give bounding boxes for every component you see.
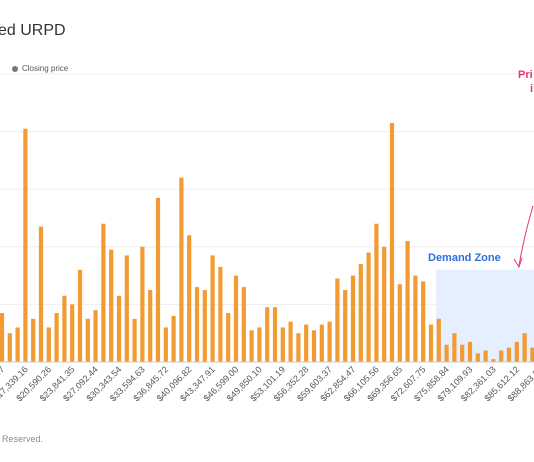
bar xyxy=(226,313,231,362)
bar xyxy=(218,266,223,362)
bar xyxy=(506,347,512,362)
bar xyxy=(296,333,301,362)
bar xyxy=(460,344,465,362)
legend[interactable]: Closing price xyxy=(12,64,68,73)
bar xyxy=(514,341,519,362)
bar xyxy=(436,318,441,362)
bar xyxy=(358,264,363,362)
bar xyxy=(397,284,402,362)
demand-zone-label: Demand Zone xyxy=(428,252,501,264)
bar xyxy=(116,295,122,362)
bar xyxy=(31,318,36,362)
legend-label: Closing price xyxy=(22,64,69,73)
bar xyxy=(15,327,20,362)
bar xyxy=(374,223,379,362)
bar xyxy=(7,333,12,362)
bar xyxy=(241,287,246,362)
bar xyxy=(452,333,457,362)
bar xyxy=(257,327,262,362)
bar xyxy=(249,330,254,362)
bar xyxy=(194,287,200,362)
bar xyxy=(272,307,278,362)
bar xyxy=(132,318,137,362)
legend-marker xyxy=(12,65,18,72)
bar xyxy=(428,324,434,362)
bar xyxy=(70,304,75,362)
bar xyxy=(522,333,527,362)
demand-zone-band xyxy=(435,269,534,362)
bar xyxy=(210,255,215,362)
bar xyxy=(140,246,145,362)
bar xyxy=(187,235,192,362)
bar xyxy=(171,315,176,362)
bar xyxy=(148,290,153,362)
bar xyxy=(288,321,293,362)
chart-title: ed URPD xyxy=(0,22,66,39)
copyright-footer: Reserved. xyxy=(2,434,44,444)
bar xyxy=(101,223,106,362)
bar xyxy=(304,324,309,362)
bar xyxy=(85,318,90,362)
bar xyxy=(280,327,285,362)
bar xyxy=(444,344,449,362)
bar xyxy=(327,321,332,362)
bar xyxy=(109,249,114,362)
price-note-line2: i xyxy=(530,83,533,95)
bar xyxy=(389,122,395,363)
bar xyxy=(93,310,98,362)
bar xyxy=(124,255,129,362)
bar xyxy=(62,295,67,362)
bar xyxy=(343,290,348,362)
bar xyxy=(475,353,480,362)
bar xyxy=(467,341,473,362)
bar xyxy=(413,275,418,362)
note-arrow-line xyxy=(518,205,534,267)
bar xyxy=(233,275,239,362)
bar xyxy=(163,327,168,362)
bar xyxy=(77,269,83,362)
bar xyxy=(202,290,207,362)
bar xyxy=(54,313,59,362)
bar xyxy=(265,307,270,362)
note-arrow-head xyxy=(513,257,523,269)
bar xyxy=(382,246,387,362)
bar xyxy=(311,330,317,362)
bar xyxy=(483,350,488,362)
bar xyxy=(366,252,371,362)
bar xyxy=(335,278,340,362)
bar xyxy=(155,197,161,362)
bar xyxy=(46,327,51,362)
price-note-line1: Pri xyxy=(518,69,533,81)
bar xyxy=(179,177,184,362)
bar xyxy=(319,324,324,362)
bar xyxy=(491,359,496,362)
bar xyxy=(23,128,28,362)
bar xyxy=(405,241,410,362)
bar xyxy=(0,313,5,362)
bar xyxy=(350,275,356,362)
bar xyxy=(499,350,504,362)
bar xyxy=(530,347,534,362)
bar xyxy=(421,281,426,362)
bar xyxy=(38,226,44,362)
